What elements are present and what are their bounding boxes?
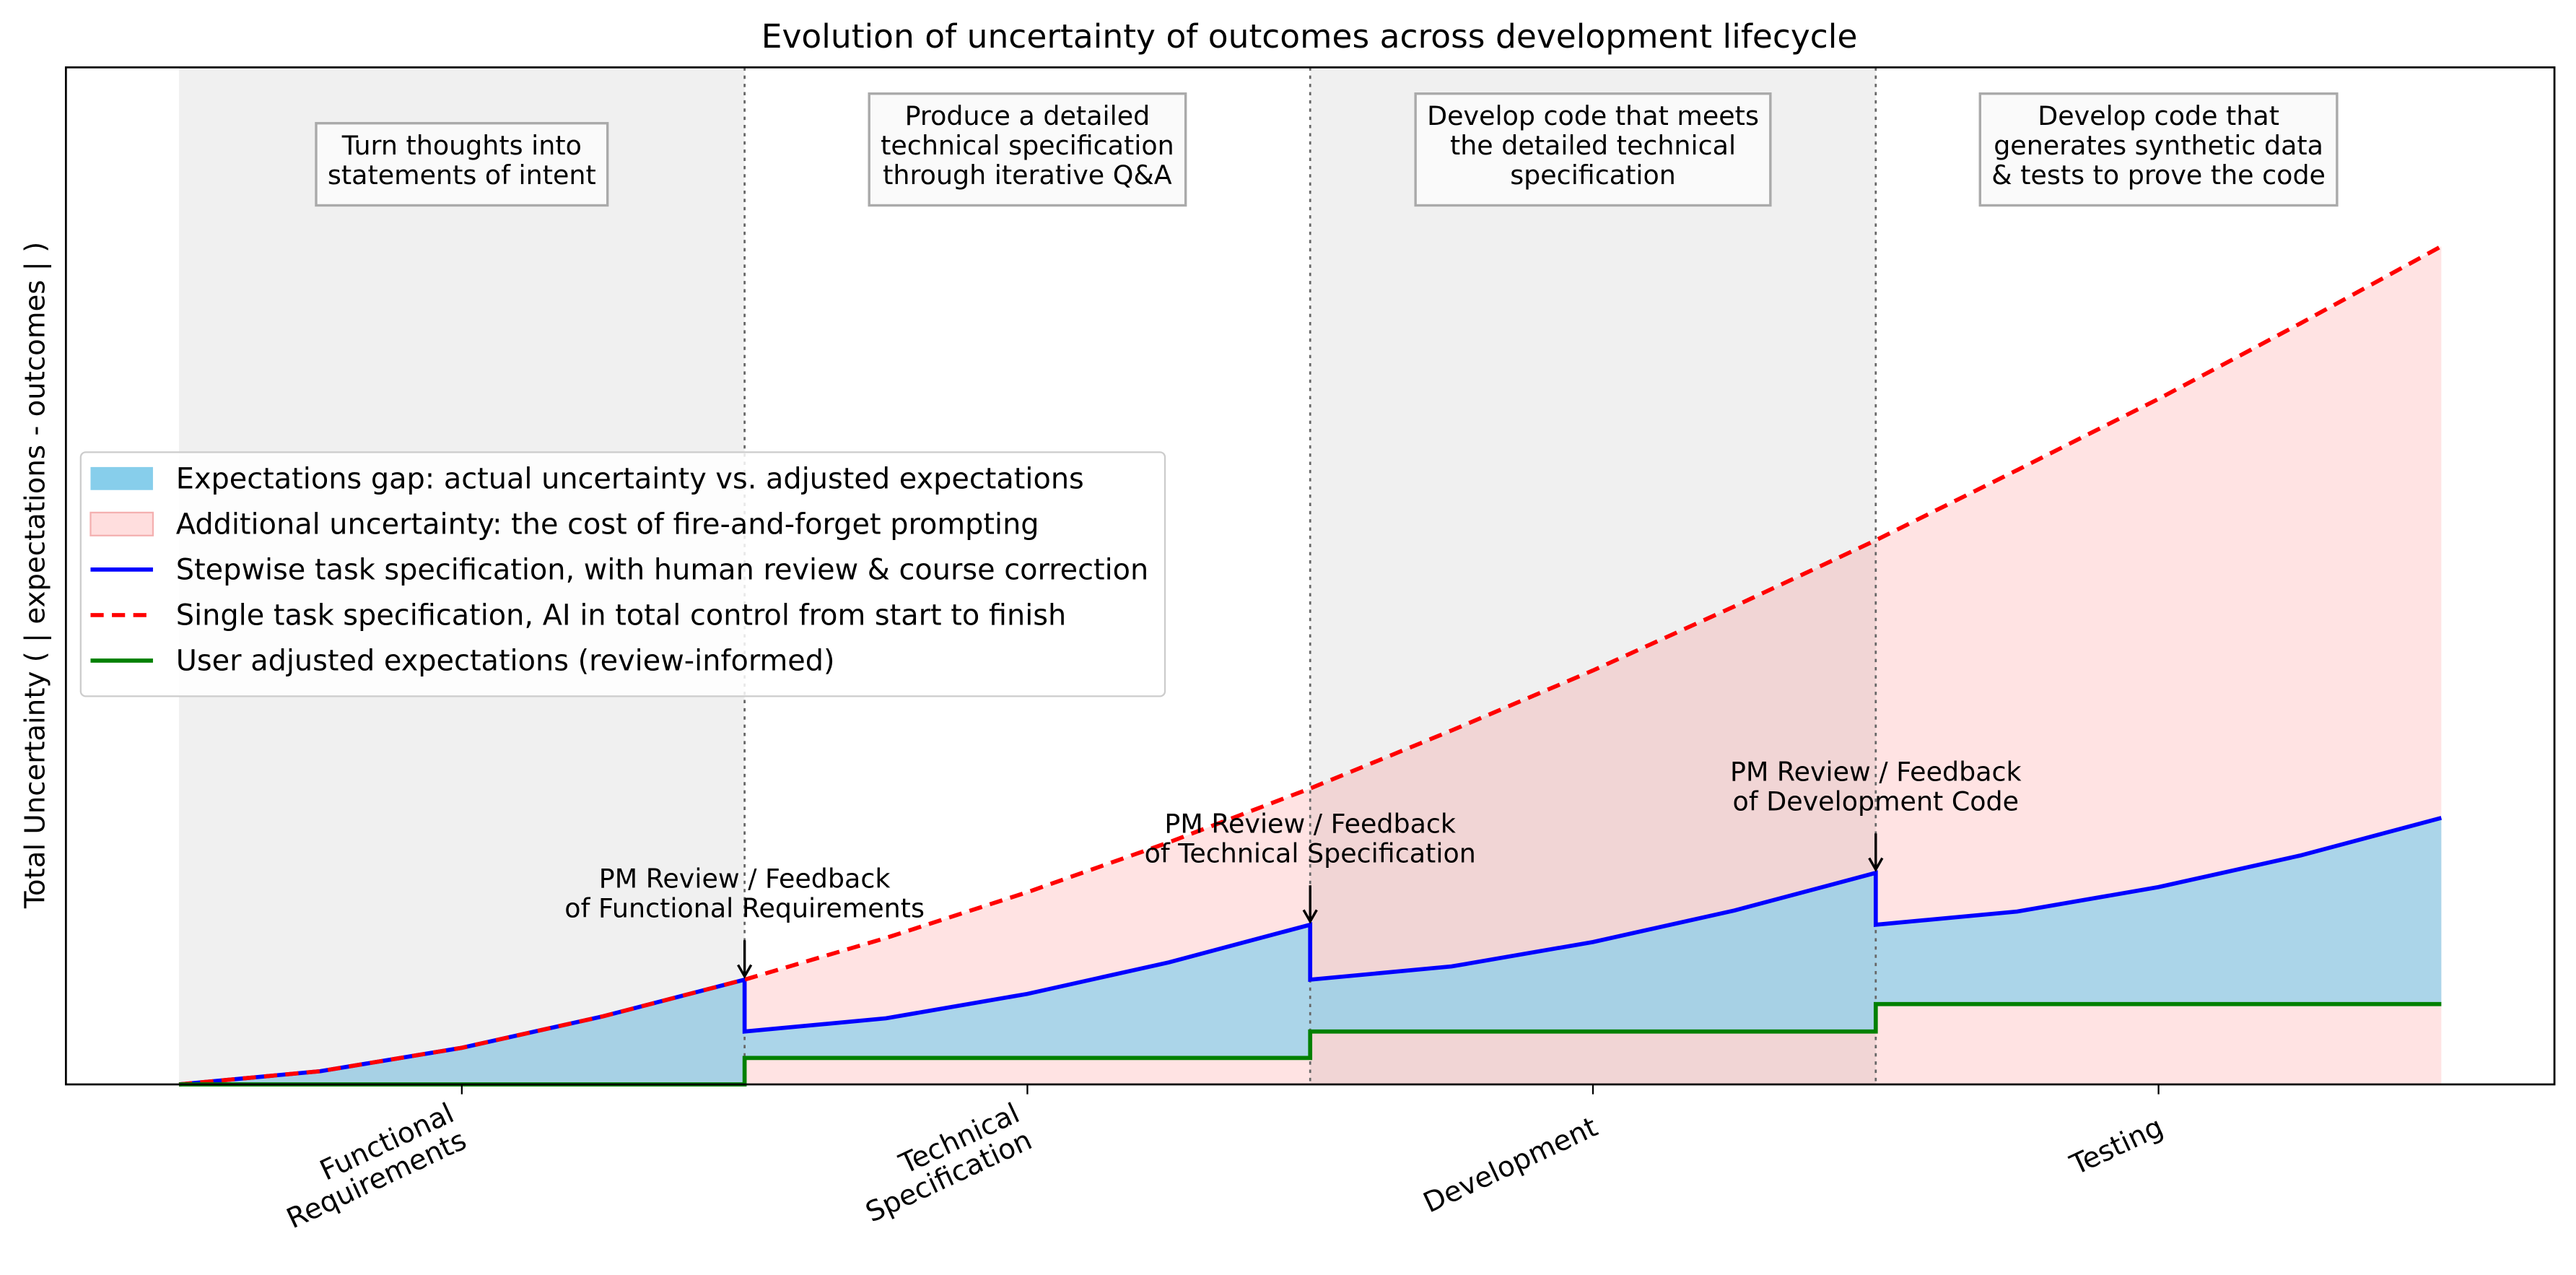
- legend-label: Expectations gap: actual uncertainty vs.…: [176, 462, 1084, 495]
- phase-box-text: Develop code that meets the detailed tech…: [1427, 100, 1759, 191]
- phase-box: Produce a detailed technical specificatio…: [868, 92, 1187, 207]
- phase-box-frame: [868, 92, 1187, 207]
- phase-box-frame: [1978, 92, 2339, 207]
- plot-frame: [64, 66, 2556, 1086]
- phase-box: Turn thoughts into statements of intent: [315, 121, 609, 207]
- phase-box-frame: [315, 121, 609, 207]
- legend-label: Stepwise task specification, with human …: [176, 554, 1148, 587]
- annotation: PM Review / Feedback of Technical Specifi…: [1145, 808, 1476, 869]
- line: [179, 1001, 2442, 1087]
- legend-swatch: [89, 511, 154, 536]
- phase-box: Develop code that generates synthetic dat…: [1978, 92, 2339, 207]
- annotation-arrowhead: [737, 964, 753, 979]
- y-axis-label: Total Uncertainty ( | expectations - out…: [19, 242, 52, 909]
- legend-label: Single task specification, AI in total c…: [176, 599, 1067, 632]
- legend-swatch: [90, 466, 153, 490]
- phase-box-text: Develop code that generates synthetic dat…: [1991, 100, 2326, 191]
- phase-box-frame: [1414, 92, 1772, 207]
- annotation: PM Review / Feedback of Development Code: [1730, 757, 2022, 817]
- phase-box-text: Turn thoughts into statements of intent: [328, 130, 596, 191]
- x-tick-label: Development: [1418, 1111, 1602, 1220]
- legend: Expectations gap: actual uncertainty vs.…: [79, 451, 1166, 697]
- x-tick-label: FunctionalRequirements: [269, 1097, 471, 1236]
- annotation-arrowhead: [1302, 909, 1318, 924]
- annotation: PM Review / Feedback of Functional Requir…: [564, 863, 925, 923]
- annotation-arrowhead: [1868, 857, 1884, 872]
- chart-title: Evolution of uncertainty of outcomes acr…: [761, 17, 1858, 56]
- x-tick-label: Testing: [2065, 1111, 2168, 1183]
- legend-frame: [79, 451, 1166, 697]
- legend-label: User adjusted expectations (review-infor…: [176, 645, 835, 678]
- phase-box-text: Produce a detailed technical specificatio…: [881, 100, 1174, 191]
- x-tick-label: TechnicalSpecification: [848, 1097, 1036, 1230]
- phase-box: Develop code that meets the detailed tech…: [1414, 92, 1772, 207]
- legend-label: Additional uncertainty: the cost of fire…: [176, 508, 1039, 541]
